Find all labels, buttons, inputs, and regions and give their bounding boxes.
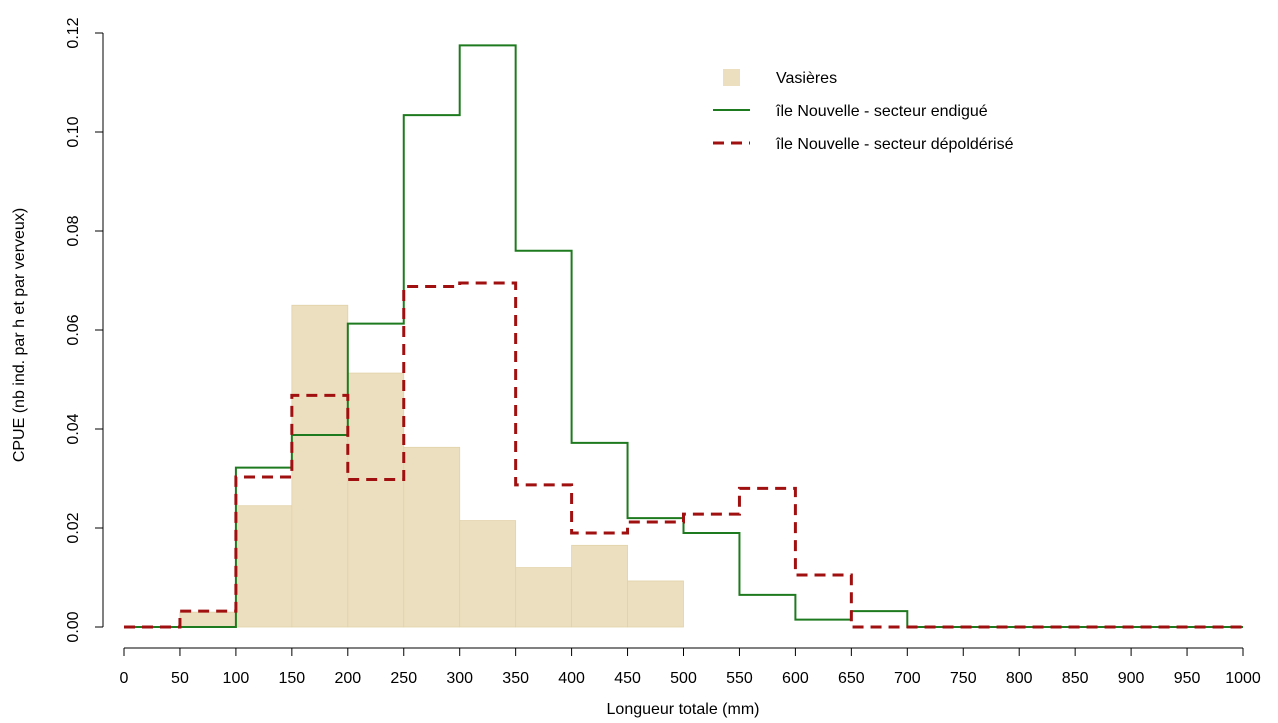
x-axis-label: Longueur totale (mm) (607, 701, 760, 718)
x-tick-label: 150 (278, 670, 305, 687)
histogram-bar (459, 520, 517, 628)
histogram-bar (571, 544, 628, 628)
legend-swatch (723, 69, 740, 86)
x-axis: 0 50 100 150 200 250 300 350 400 450 500 550 600 650 7… (120, 647, 1261, 687)
x-tick-label: 50 (171, 670, 189, 687)
legend-label: île Nouvelle - secteur endigué (775, 103, 988, 120)
x-tick-label: 200 (334, 670, 361, 687)
y-tick-label: 0.08 (65, 215, 82, 246)
x-tick-label: 450 (614, 670, 641, 687)
x-tick-label: 900 (1118, 670, 1145, 687)
legend: Vasières île Nouvelle - secteur endigué îl… (713, 69, 1014, 153)
x-tick-label: 100 (223, 670, 250, 687)
x-tick-label: 0 (120, 670, 129, 687)
legend-label: Vasières (776, 70, 837, 87)
x-tick-label: 600 (782, 670, 809, 687)
x-tick-label: 350 (502, 670, 529, 687)
legend-label: île Nouvelle - secteur dépoldérisé (775, 136, 1014, 153)
y-tick-label: 0.12 (65, 17, 82, 48)
x-tick-label: 1000 (1225, 670, 1261, 687)
step-lines (124, 44, 1243, 629)
histogram-bar (291, 304, 349, 628)
x-tick-label: 800 (1006, 670, 1033, 687)
x-tick-label: 300 (446, 670, 473, 687)
x-tick-label: 700 (894, 670, 921, 687)
x-tick-label: 650 (838, 670, 865, 687)
histogram-bar (403, 446, 461, 628)
histogram-bar (515, 567, 573, 628)
y-tick-label: 0.06 (65, 314, 82, 345)
y-axis-label: CPUE (nb ind. par h et par verveux) (11, 208, 28, 462)
x-tick-label: 400 (558, 670, 585, 687)
depolderise-step-line (124, 281, 1243, 629)
x-tick-label: 950 (1174, 670, 1201, 687)
y-tick-label: 0.00 (65, 611, 82, 642)
histogram-bar (179, 611, 237, 628)
y-tick-label: 0.10 (65, 116, 82, 147)
x-tick-label: 750 (950, 670, 977, 687)
x-tick-label: 500 (670, 670, 697, 687)
y-tick-label: 0.02 (65, 512, 82, 543)
x-tick-label: 550 (726, 670, 753, 687)
histogram-bar (347, 372, 405, 628)
x-tick-label: 250 (390, 670, 417, 687)
y-tick-label: 0.04 (65, 413, 82, 444)
x-tick-label: 850 (1062, 670, 1089, 687)
y-axis: 0.00 0.02 0.04 0.06 0.08 0.10 0.12 (65, 17, 104, 643)
vasieres-bars (179, 304, 684, 628)
histogram-bar (627, 580, 684, 628)
histogram-bar (235, 505, 293, 628)
